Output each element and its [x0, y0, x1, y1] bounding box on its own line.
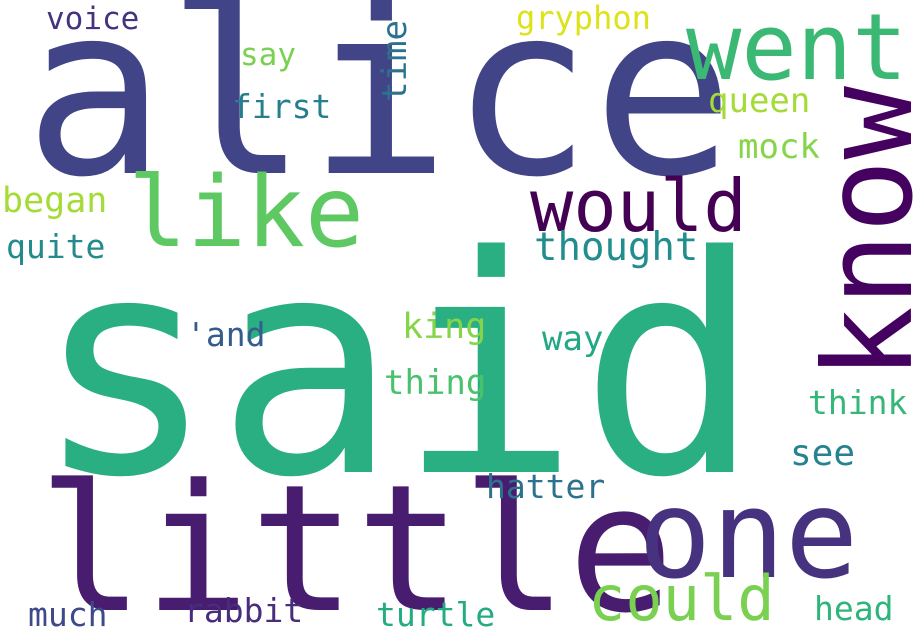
word-head: head	[814, 589, 894, 628]
word-turtle: turtle	[376, 595, 496, 634]
word-rabbit: rabbit	[184, 591, 304, 630]
word-way: way	[542, 319, 604, 359]
word-queen: queen	[708, 81, 811, 121]
word-much: much	[28, 595, 108, 634]
word-began: began	[2, 181, 108, 221]
word-said: said	[34, 193, 762, 544]
word-first: first	[232, 87, 332, 126]
word-think: think	[808, 383, 908, 422]
word-quite: quite	[6, 227, 106, 266]
word-voice: voice	[46, 1, 140, 37]
word-would: would	[530, 164, 747, 248]
word-say: say	[240, 37, 296, 73]
word-alice: alice	[24, 0, 735, 229]
word-could: could	[588, 562, 775, 635]
word-know: know	[798, 86, 924, 380]
word-time: time	[375, 20, 415, 102]
word-little: little	[38, 447, 674, 636]
word-and: 'and	[186, 315, 266, 354]
word-one: one	[638, 464, 859, 606]
word-mock: mock	[738, 127, 820, 167]
word-like: like	[128, 156, 365, 270]
word-hatter: hatter	[486, 467, 606, 506]
word-thing: thing	[384, 363, 487, 403]
word-went: went	[686, 0, 908, 101]
word-gryphon: gryphon	[516, 0, 651, 37]
word-king: king	[402, 307, 487, 347]
word-thought: thought	[534, 225, 699, 270]
word-see: see	[790, 433, 856, 474]
